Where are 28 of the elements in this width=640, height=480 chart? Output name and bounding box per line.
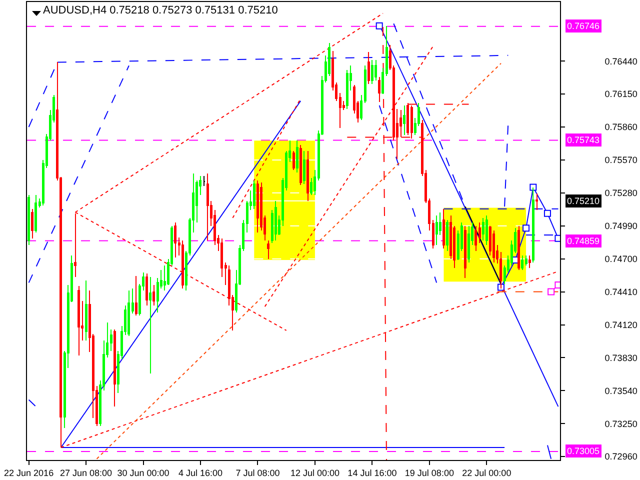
y-tick-label: 0.75570 <box>604 155 638 166</box>
y-tick-label: 0.73540 <box>604 386 638 396</box>
y-tick-label: 0.76150 <box>604 89 638 100</box>
y-tick-label: 0.75280 <box>604 188 638 198</box>
x-tick-label: 22 Jul 00:00 <box>462 468 512 478</box>
y-tick-label: 0.76440 <box>604 56 638 66</box>
y-tick-label: 0.74990 <box>604 221 638 232</box>
x-tick-label: 27 Jun 08:00 <box>60 468 112 478</box>
x-tick-label: 22 Jun 2016 <box>4 468 54 478</box>
chart-title: AUDUSD,H4 0.75218 0.75273 0.75131 0.75210 <box>43 4 278 17</box>
x-tick-label: 4 Jul 16:00 <box>178 468 223 478</box>
y-tick-label: 0.73830 <box>604 352 638 363</box>
y-tick-label: 0.72960 <box>604 452 638 462</box>
ref-line-label: 0.74859 <box>567 236 600 246</box>
y-tick-label: 0.75860 <box>604 122 638 132</box>
x-tick-label: 14 Jul 16:00 <box>348 468 397 478</box>
ref-line-label: 0.73005 <box>567 446 600 456</box>
x-tick-label: 7 Jul 08:00 <box>236 468 280 478</box>
x-tick-label: 30 Jun 00:00 <box>117 468 170 478</box>
text: 0.75210 <box>567 196 600 206</box>
ref-line-label: 0.75743 <box>567 135 600 145</box>
x-tick-label: 12 Jul 00:00 <box>290 468 340 478</box>
y-tick-label: 0.73250 <box>604 418 638 429</box>
y-tick-label: 0.74410 <box>604 286 638 297</box>
y-tick-label: 0.74700 <box>604 254 638 264</box>
ref-line-label: 0.76746 <box>567 21 600 31</box>
x-tick-label: 19 Jul 08:00 <box>404 468 454 478</box>
y-tick-label: 0.74120 <box>604 320 638 330</box>
